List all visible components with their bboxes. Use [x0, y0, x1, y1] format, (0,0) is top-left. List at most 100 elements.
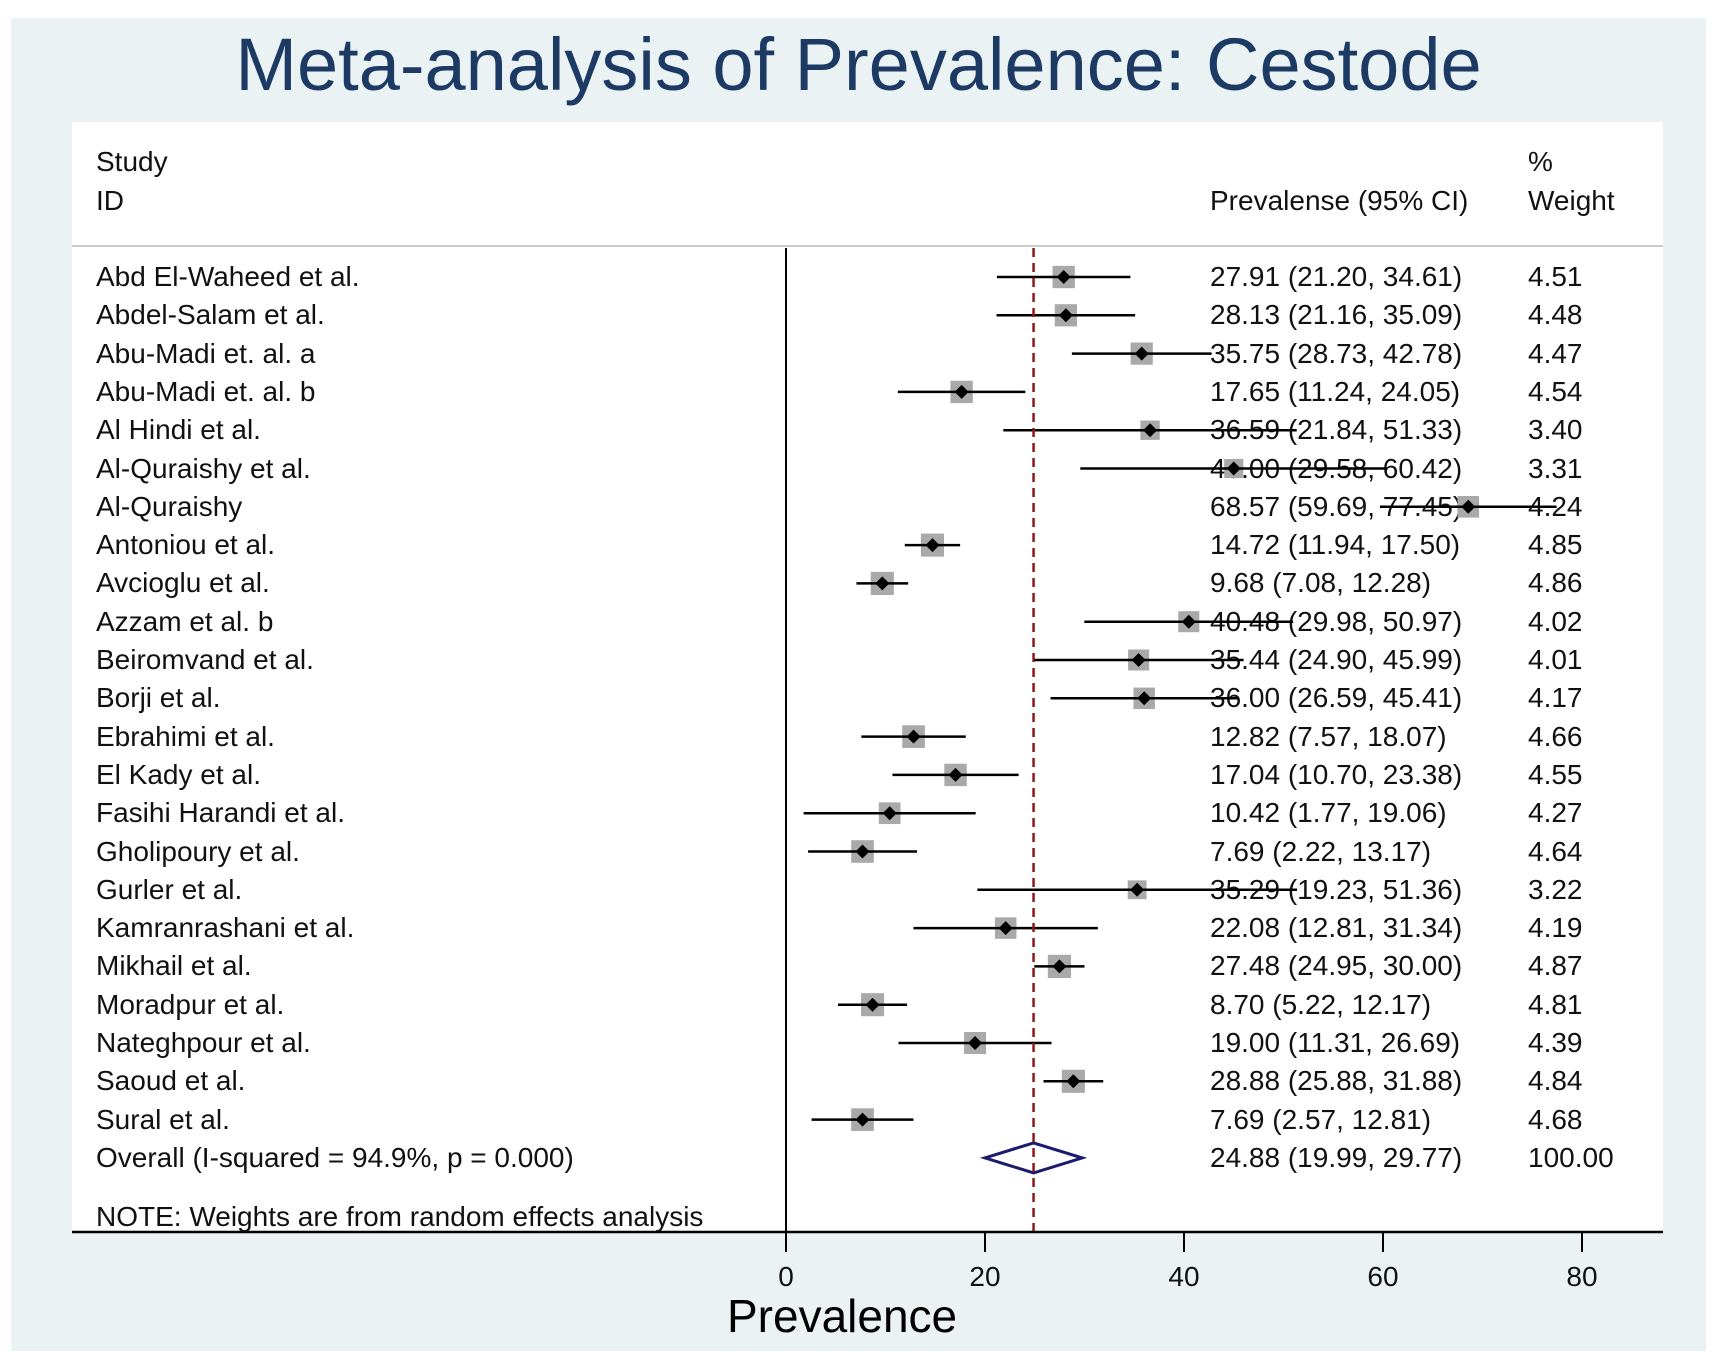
study-weight: 3.40	[1528, 414, 1583, 446]
study-weight: 4.19	[1528, 912, 1583, 944]
study-ci: 9.68 (7.08, 12.28)	[1210, 567, 1432, 599]
point-estimate	[855, 844, 870, 859]
study-ci: 35.75 (28.73, 42.78)	[1210, 337, 1463, 369]
study-name: Mikhail et al.	[96, 950, 252, 982]
study-ci: 17.04 (10.70, 23.38)	[1210, 758, 1463, 790]
study-name: Beiromvand et al.	[96, 644, 314, 675]
study-name: El Kady et al.	[96, 758, 261, 790]
study-weight: 4.01	[1528, 644, 1583, 675]
study-weight: 4.84	[1528, 1065, 1583, 1097]
study-weight: 4.17	[1528, 682, 1583, 714]
study-name: Avcioglu et al.	[96, 567, 270, 599]
x-tick-label: 80	[1566, 1261, 1597, 1292]
study-ci: 12.82 (7.57, 18.07)	[1210, 720, 1447, 752]
study-name: Abd El-Waheed et al.	[96, 261, 360, 292]
study-weight: 4.47	[1528, 337, 1583, 369]
header-effect: Prevalense (95% CI)	[1210, 185, 1469, 216]
study-ci: 35.44 (24.90, 45.99)	[1210, 644, 1463, 675]
study-name: Ebrahimi et al.	[96, 720, 275, 752]
point-estimate	[855, 1112, 870, 1127]
point-estimate	[875, 576, 890, 591]
study-ci: 27.48 (24.95, 30.00)	[1210, 950, 1463, 982]
x-tick-label: 40	[1168, 1261, 1199, 1292]
point-estimate	[925, 538, 940, 553]
overall-ci: 24.88 (19.99, 29.77)	[1210, 1141, 1463, 1173]
study-weight: 4.81	[1528, 988, 1583, 1020]
study-weight: 4.02	[1528, 605, 1583, 637]
point-estimate	[1052, 959, 1067, 974]
study-ci: 7.69 (2.57, 12.81)	[1210, 1103, 1432, 1135]
study-ci: 7.69 (2.22, 13.17)	[1210, 835, 1432, 867]
point-estimate	[1066, 1074, 1081, 1089]
x-tick-label: 0	[778, 1261, 794, 1292]
point-estimate	[948, 767, 963, 782]
study-ci: 10.42 (1.77, 19.06)	[1210, 797, 1447, 829]
weights-note: NOTE: Weights are from random effects an…	[96, 1201, 704, 1232]
study-weight: 4.66	[1528, 720, 1583, 752]
study-ci: 19.00 (11.31, 26.69)	[1210, 1027, 1461, 1058]
study-name: Saoud et al.	[96, 1065, 246, 1097]
study-name: Abu-Madi et. al. a	[96, 337, 316, 369]
point-estimate	[1137, 691, 1152, 706]
point-estimate	[1226, 461, 1241, 476]
study-weight: 4.27	[1528, 797, 1583, 829]
point-estimate	[1056, 270, 1071, 284]
study-weight: 4.48	[1528, 299, 1583, 331]
study-weight: 4.85	[1528, 529, 1583, 561]
x-axis-label: Prevalence	[727, 1290, 958, 1342]
study-name: Al-Quraishy	[96, 490, 243, 522]
point-estimate	[1058, 308, 1073, 323]
plot-area	[72, 122, 1663, 1232]
overall-diamond	[979, 1141, 1088, 1175]
overall-weight: 100.00	[1528, 1141, 1614, 1173]
study-name: Al-Quraishy et al.	[96, 452, 311, 484]
study-name: Fasihi Harandi et al.	[96, 797, 346, 829]
point-estimate	[968, 1036, 983, 1050]
study-name: Sural et al.	[96, 1103, 230, 1135]
point-estimate	[1131, 653, 1146, 667]
header-weight: Weight	[1528, 185, 1615, 216]
study-name: Antoniou et al.	[96, 529, 276, 561]
study-ci: 8.70 (5.22, 12.17)	[1210, 988, 1432, 1020]
study-ci: 36.00 (26.59, 45.41)	[1210, 682, 1463, 714]
header-percent: %	[1528, 146, 1553, 177]
study-name: Azzam et al. b	[96, 605, 274, 637]
study-ci: 28.88 (25.88, 31.88)	[1210, 1065, 1463, 1097]
study-name: Abu-Madi et. al. b	[96, 375, 316, 407]
study-weight: 4.54	[1528, 375, 1583, 407]
study-ci: 14.72 (11.94, 17.50)	[1210, 529, 1461, 561]
header-study: Study	[96, 146, 168, 177]
study-weight: 4.64	[1528, 835, 1583, 867]
point-estimate	[954, 384, 969, 399]
study-weight: 4.87	[1528, 950, 1583, 982]
header-id: ID	[96, 185, 124, 216]
study-weight: 4.39	[1528, 1027, 1583, 1058]
point-estimate	[882, 806, 897, 821]
study-name: Nateghpour et al.	[96, 1027, 311, 1058]
point-estimate	[998, 921, 1013, 936]
study-ci: 28.13 (21.16, 35.09)	[1210, 299, 1463, 331]
x-tick-label: 60	[1367, 1261, 1398, 1292]
study-weight: 4.68	[1528, 1103, 1583, 1135]
study-name: Borji et al.	[96, 682, 221, 714]
chart-title: Meta-analysis of Prevalence: Cestode	[235, 23, 1482, 106]
study-name: Gholipoury et al.	[96, 835, 300, 867]
overall-label: Overall (I-squared = 94.9%, p = 0.000)	[96, 1141, 574, 1173]
point-estimate	[865, 997, 880, 1012]
study-ci: 17.65 (11.24, 24.05)	[1210, 375, 1461, 407]
study-name: Kamranrashani et al.	[96, 912, 355, 944]
point-estimate	[906, 729, 921, 744]
study-name: Abdel-Salam et al.	[96, 299, 325, 331]
point-estimate	[1134, 346, 1149, 361]
point-estimate	[1181, 614, 1196, 629]
study-name: Gurler et al.	[96, 873, 243, 905]
study-weight: 3.22	[1528, 873, 1583, 905]
point-estimate	[1143, 423, 1158, 438]
study-weight: 4.86	[1528, 567, 1583, 599]
header-separator	[72, 245, 1663, 247]
study-name: Moradpur et al.	[96, 988, 285, 1020]
point-estimate	[1461, 499, 1476, 514]
study-ci: 22.08 (12.81, 31.34)	[1210, 912, 1463, 944]
study-weight: 4.51	[1528, 261, 1583, 292]
